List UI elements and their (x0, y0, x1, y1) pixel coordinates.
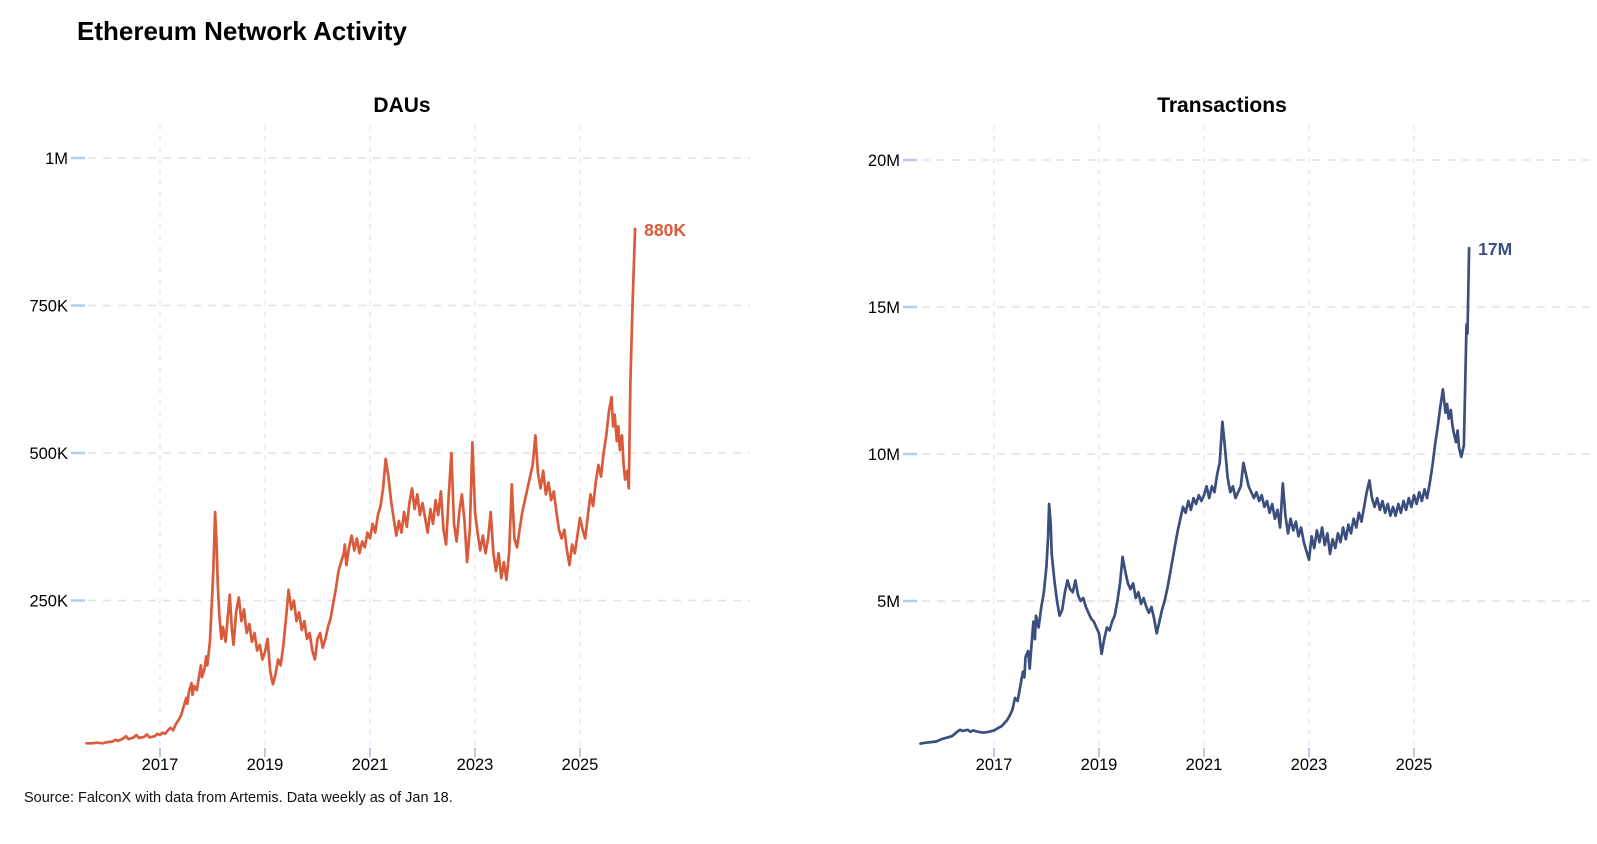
page-title: Ethereum Network Activity (77, 16, 407, 46)
transactions-series-line (919, 246, 1471, 745)
transactions-y-tick-label: 15M (868, 299, 900, 317)
transactions-y-tick-label: 20M (868, 152, 900, 170)
transactions-x-tick-label: 2021 (1186, 756, 1223, 774)
daus-series-line (85, 227, 637, 745)
transactions-y-tick-label: 5M (877, 593, 900, 611)
chart-title-daus: DAUs (373, 94, 431, 117)
daus-y-tick-label: 750K (29, 298, 68, 316)
daus-x-tick-label: 2021 (352, 756, 389, 774)
transactions-end-label: 17M (1478, 239, 1512, 259)
daus-x-tick-label: 2023 (457, 756, 494, 774)
transactions-y-tick-label: 10M (868, 446, 900, 464)
daus-y-tick-label: 500K (29, 445, 68, 463)
transactions-x-tick-label: 2025 (1396, 756, 1433, 774)
daus-x-tick-label: 2019 (247, 756, 284, 774)
transactions-x-tick-label: 2019 (1081, 756, 1118, 774)
daus-end-label: 880K (644, 220, 686, 240)
daus-y-tick-label: 1M (45, 150, 68, 168)
daus-x-tick-label: 2017 (142, 756, 179, 774)
transactions-x-tick-label: 2017 (976, 756, 1013, 774)
source-note: Source: FalconX with data from Artemis. … (24, 790, 453, 806)
daus-y-tick-label: 250K (29, 593, 68, 611)
daus-x-tick-label: 2025 (562, 756, 599, 774)
chart-title-transactions: Transactions (1157, 94, 1287, 117)
transactions-x-tick-label: 2023 (1291, 756, 1328, 774)
